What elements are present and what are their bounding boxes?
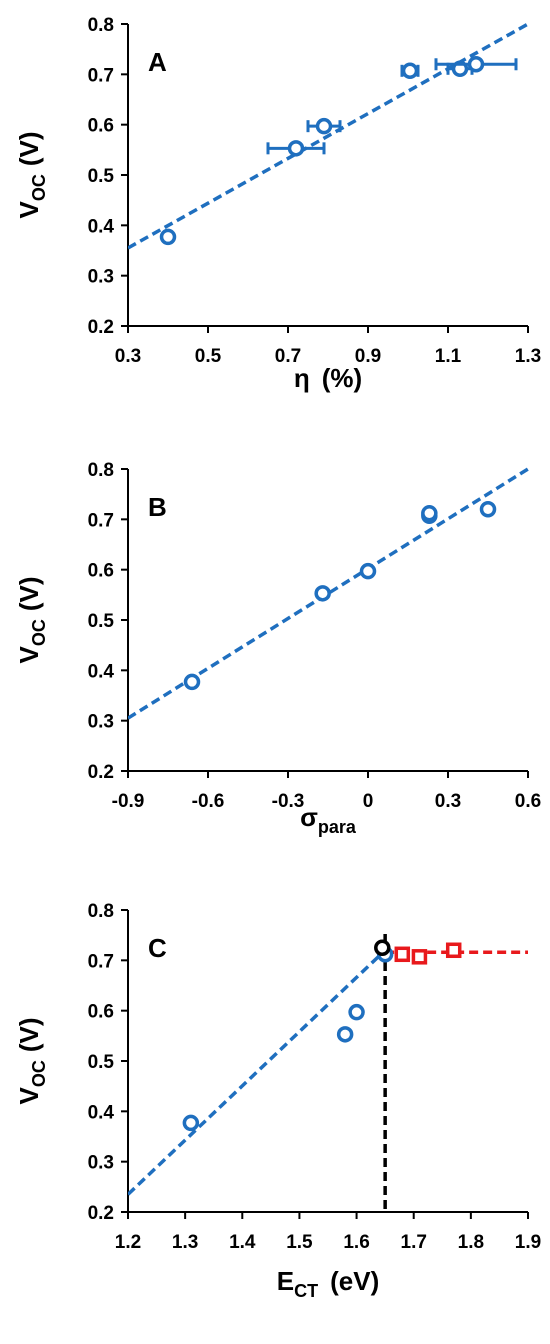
- panel-letter: B: [148, 492, 167, 522]
- y-tick-label: 0.4: [88, 1102, 115, 1123]
- y-axis-label-main: V: [14, 1087, 44, 1105]
- x-axis-label-unit: (%): [322, 363, 362, 393]
- x-tick-label: -0.9: [112, 791, 145, 812]
- x-axis-label-main: E: [277, 1266, 294, 1296]
- y-axis-label-main: V: [14, 201, 44, 219]
- x-axis-label-unit: (eV): [330, 1266, 379, 1296]
- x-axis-label-main: η: [294, 363, 310, 393]
- data-point: [348, 1003, 365, 1021]
- y-tick-label: 0.2: [88, 1203, 114, 1224]
- y-axis-label-subscript: OC: [29, 619, 49, 646]
- y-axis-label-main: V: [14, 646, 44, 664]
- y-tick-label: 0.4: [88, 661, 115, 682]
- data-point: [182, 1114, 200, 1132]
- data-point: [314, 585, 331, 602]
- y-axis-label-unit: (V): [14, 1017, 44, 1052]
- data-point: [315, 117, 333, 135]
- x-tick-label: 1.6: [343, 1232, 369, 1253]
- y-tick-label: 0.3: [88, 267, 114, 288]
- panel-letter: A: [148, 47, 167, 77]
- x-tick-label: 0.7: [275, 346, 301, 367]
- data-point: [374, 939, 391, 956]
- x-tick-label: -0.3: [272, 791, 305, 812]
- data-point: [479, 501, 497, 518]
- data-point: [159, 228, 177, 246]
- panel-a: 0.20.30.40.50.60.70.80.3 0.5 0.7 0.9 1.1 1.3A…: [14, 15, 541, 393]
- data-point: [359, 562, 377, 580]
- data-point: [445, 942, 462, 959]
- y-tick-label: 0.3: [88, 1153, 114, 1174]
- x-tick-label: 0.9: [355, 346, 381, 367]
- x-tick-label: 0.6: [515, 791, 541, 812]
- trendline: [128, 948, 387, 1196]
- data-point: [394, 946, 411, 963]
- x-tick-label: 0: [363, 791, 374, 812]
- x-tick-label: 1.5: [286, 1232, 313, 1253]
- x-tick-label: 1.8: [458, 1232, 484, 1253]
- y-axis-label-unit: (V): [14, 131, 44, 166]
- y-tick-label: 0.7: [88, 510, 114, 531]
- y-axis-label: VOC (V): [14, 1017, 49, 1104]
- data-point: [411, 949, 428, 965]
- y-tick-label: 0.6: [88, 1002, 114, 1023]
- y-tick-label: 0.8: [88, 901, 114, 922]
- y-axis-label-unit: (V): [14, 576, 44, 611]
- y-axis-label: VOC (V): [14, 131, 49, 218]
- x-axis-label-subscript: CT: [294, 1281, 318, 1301]
- y-tick-label: 0.5: [88, 1052, 115, 1073]
- x-axis-label: ECT (eV): [277, 1266, 379, 1301]
- y-tick-label: 0.6: [88, 116, 114, 137]
- y-tick-label: 0.5: [88, 166, 115, 187]
- y-tick-label: 0.7: [88, 65, 114, 86]
- y-axis-label-subscript: OC: [29, 174, 49, 201]
- data-point: [421, 505, 438, 522]
- x-tick-label: 0.5: [195, 346, 222, 367]
- panel-letter: C: [148, 933, 167, 963]
- panel-c: 0.2 0.3 0.4 0.5 0.6 0.7 0.8 1.2 1.3 1.4 1.5 1.6 1.7 1…: [14, 901, 541, 1301]
- y-tick-label: 0.5: [88, 611, 115, 632]
- data-point: [467, 56, 485, 73]
- x-tick-label: 1.7: [401, 1232, 427, 1253]
- x-tick-label: 1.4: [229, 1232, 256, 1253]
- y-tick-label: 0.2: [88, 317, 114, 338]
- x-tick-label: 1.1: [435, 346, 462, 367]
- panel-b: 0.2 0.3 0.4 0.5 0.6 0.7 0.8 -0.9 -0.6 -0.3 0 0.3 0.6…: [14, 460, 541, 837]
- x-axis-label-main: σ: [300, 802, 318, 832]
- x-tick-label: 1.3: [515, 346, 541, 367]
- x-axis-label-subscript: para: [318, 817, 357, 837]
- data-point: [401, 62, 419, 80]
- x-tick-label: 1.2: [115, 1232, 141, 1253]
- y-axis-label-subscript: OC: [29, 1060, 49, 1087]
- x-tick-label: 1.3: [172, 1232, 198, 1253]
- trendline: [128, 22, 529, 250]
- y-tick-label: 0.4: [88, 216, 115, 237]
- data-point: [287, 140, 305, 157]
- data-point: [336, 1026, 354, 1043]
- y-tick-label: 0.8: [88, 460, 114, 481]
- x-tick-label: 1.9: [515, 1232, 541, 1253]
- y-tick-label: 0.6: [88, 561, 114, 582]
- data-point: [183, 673, 201, 691]
- x-tick-label: 0.3: [115, 346, 141, 367]
- x-axis-label: η (%): [294, 363, 362, 393]
- y-tick-label: 0.2: [88, 762, 114, 783]
- y-tick-label: 0.7: [88, 951, 114, 972]
- y-tick-label: 0.8: [88, 15, 114, 36]
- x-tick-label: 0.3: [435, 791, 461, 812]
- y-tick-label: 0.3: [88, 712, 114, 733]
- x-tick-label: -0.6: [192, 791, 225, 812]
- y-axis-label: VOC (V): [14, 576, 49, 663]
- x-axis-label: σpara: [300, 802, 357, 837]
